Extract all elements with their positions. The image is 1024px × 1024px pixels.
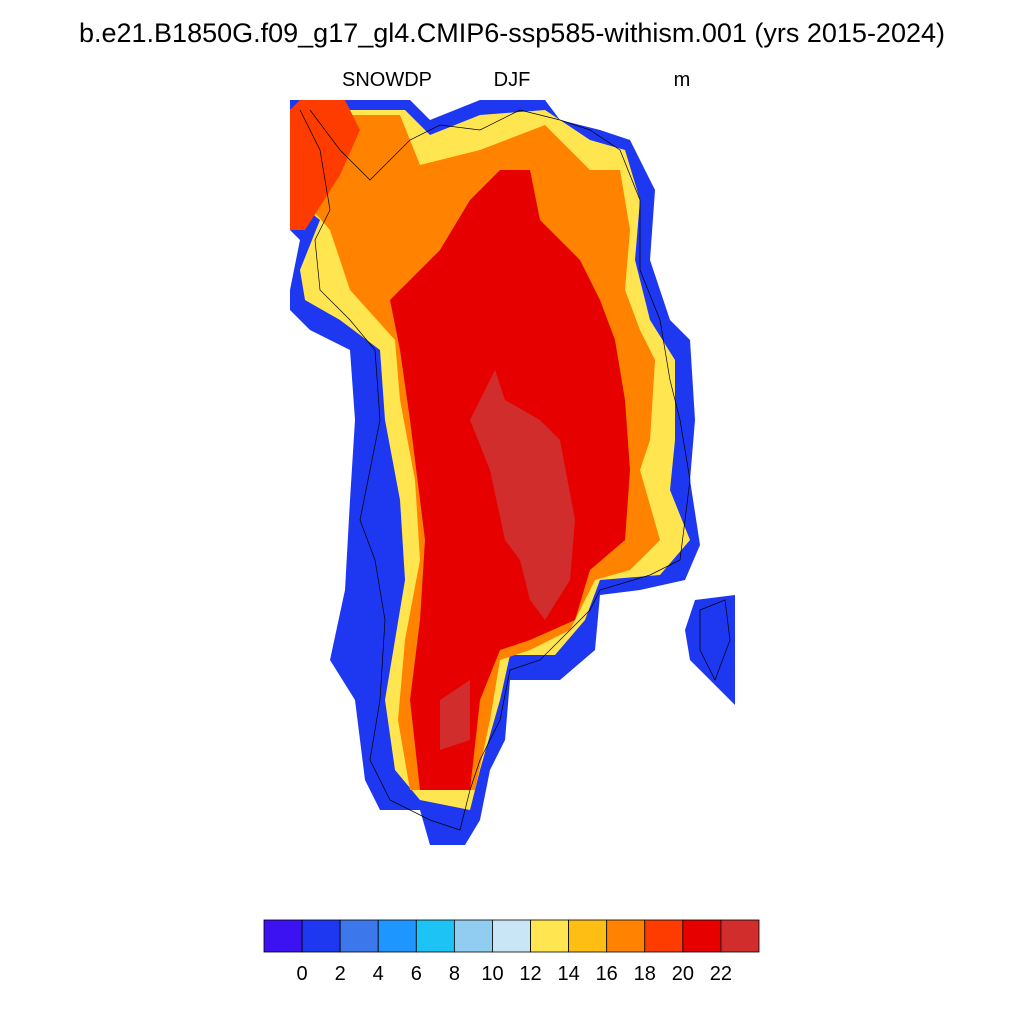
colorbar-label: 20	[672, 963, 694, 985]
colorbar-box	[339, 919, 379, 953]
colorbar-box	[606, 919, 646, 953]
colorbar-box	[263, 919, 303, 953]
colorbar-label: 18	[634, 963, 656, 985]
colorbar-box	[301, 919, 341, 953]
map-region	[685, 595, 735, 705]
colorbar-box	[644, 919, 684, 953]
variable-name: SNOWDP	[342, 69, 432, 91]
map	[290, 100, 735, 845]
colorbar-box	[720, 919, 760, 953]
colorbar-label: 4	[373, 963, 384, 985]
colorbar-box	[568, 919, 608, 953]
colorbar-box	[453, 919, 493, 953]
colorbar-label: 6	[411, 963, 422, 985]
title: b.e21.B1850G.f09_g17_gl4.CMIP6-ssp585-wi…	[79, 18, 945, 48]
map-region	[470, 370, 575, 620]
colorbar-box	[415, 919, 455, 953]
colorbar-label: 14	[557, 963, 579, 985]
colorbar-label: 16	[596, 963, 618, 985]
colorbar-box	[682, 919, 722, 953]
colorbar-label: 0	[297, 963, 308, 985]
season: DJF	[494, 69, 531, 91]
colorbar-box	[530, 919, 570, 953]
colorbar-label: 12	[519, 963, 541, 985]
coastline	[299, 109, 691, 831]
colorbar: 0 2 4 6 8 10 12 14 16 18 20 22	[263, 919, 760, 985]
colorbar-label: 2	[335, 963, 346, 985]
colorbar-label: 22	[710, 963, 732, 985]
map-region	[440, 680, 470, 750]
coastline	[699, 599, 731, 681]
colorbar-label: 8	[449, 963, 460, 985]
colorbar-label: 10	[481, 963, 503, 985]
units: m	[674, 69, 691, 91]
colorbar-box	[377, 919, 417, 953]
colorbar-box	[492, 919, 531, 953]
map-region	[290, 100, 360, 230]
